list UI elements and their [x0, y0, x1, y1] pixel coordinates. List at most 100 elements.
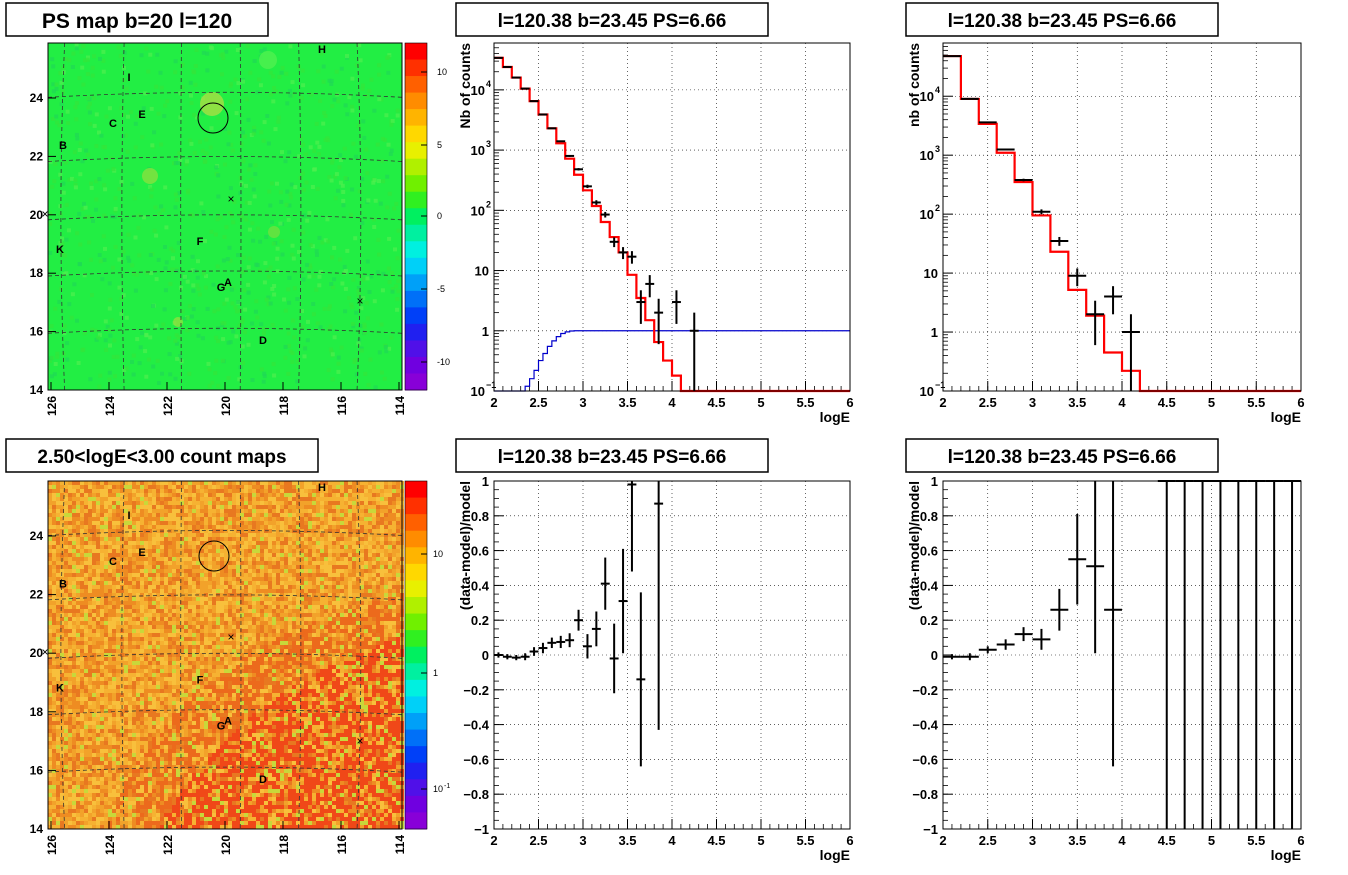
map-pixel: [304, 513, 308, 517]
map-pixel: [232, 545, 236, 549]
map-pixel: [148, 525, 152, 529]
map-pixel: [328, 513, 332, 517]
map-pixel: [180, 497, 184, 501]
map-pixel: [287, 203, 292, 208]
map-pixel: [336, 621, 340, 625]
map-pixel: [352, 637, 356, 641]
map-pixel: [344, 601, 348, 605]
map-pixel: [323, 238, 328, 243]
map-pixel: [73, 183, 78, 187]
map-pixel: [308, 585, 312, 589]
map-pixel: [300, 653, 304, 657]
map-pixel: [156, 649, 160, 653]
map-pixel: [340, 597, 344, 601]
map-pixel: [388, 593, 392, 597]
map-pixel: [316, 657, 320, 661]
map-pixel: [72, 533, 76, 537]
map-pixel: [364, 565, 368, 569]
map-pixel: [380, 533, 384, 537]
map-pixel: [248, 609, 252, 613]
map-pixel: [372, 609, 376, 613]
map-pixel: [368, 645, 372, 649]
map-pixel: [384, 349, 389, 354]
map-pixel: [344, 501, 348, 505]
map-pixel: [286, 287, 291, 292]
map-pixel: [244, 653, 248, 657]
map-pixel: [96, 613, 100, 617]
map-pixel: [116, 541, 120, 545]
map-pixel: [146, 357, 151, 362]
map-pixel: [318, 269, 323, 274]
map-pixel: [88, 489, 92, 493]
map-pixel: [256, 609, 260, 613]
map-pixel: [176, 549, 180, 553]
map-pixel: [208, 561, 212, 565]
map-pixel: [388, 613, 392, 617]
map-pixel: [92, 493, 96, 497]
map-pixel: [392, 509, 396, 513]
map-pixel: [100, 525, 104, 529]
map-pixel: [256, 513, 260, 517]
map-pixel: [156, 525, 160, 529]
map-hotspot: [173, 317, 183, 327]
map-pixel: [248, 641, 252, 645]
map-pixel: [228, 573, 232, 577]
map-pixel: [220, 589, 224, 593]
map-pixel: [276, 493, 280, 497]
map-pixel: [336, 593, 340, 597]
map-pixel: [356, 517, 360, 521]
map-pixel: [320, 51, 325, 56]
map-pixel: [108, 629, 112, 633]
map-pixel: [216, 561, 220, 565]
map-pixel: [228, 537, 232, 541]
map-pixel: [56, 629, 60, 633]
map-pixel: [328, 621, 332, 625]
map-pixel: [357, 43, 362, 48]
map-pixel: [188, 569, 192, 573]
map-pixel: [300, 529, 304, 533]
map-pixel: [180, 561, 184, 565]
map-pixel: [112, 565, 116, 569]
map-pixel: [300, 657, 304, 661]
map-pixel: [104, 637, 108, 641]
map-pixel: [200, 569, 204, 573]
map-pixel: [228, 601, 232, 605]
ps-map-title-box: [5, 2, 269, 37]
map-pixel: [108, 653, 112, 657]
map-pixel: [208, 577, 212, 581]
map-pixel: [248, 637, 252, 641]
map-pixel: [100, 657, 104, 661]
map-pixel: [92, 537, 96, 541]
map-pixel: [112, 537, 116, 541]
map-pixel: [384, 581, 388, 585]
map-pixel: [286, 371, 291, 376]
map-pixel: [260, 517, 264, 521]
map-pixel: [372, 489, 376, 493]
map-pixel: [204, 561, 208, 565]
map-pixel: [60, 509, 64, 513]
map-pixel: [84, 525, 88, 529]
map-pixel: [104, 489, 108, 493]
map-pixel: [100, 549, 104, 553]
map-pixel: [220, 649, 224, 653]
map-pixel: [328, 597, 332, 601]
map-pixel: [344, 549, 348, 553]
map-pixel: [184, 549, 188, 553]
map-pixel: [200, 585, 204, 589]
map-pixel: [127, 258, 132, 263]
map-pixel: [232, 625, 236, 629]
map-pixel: [296, 493, 300, 497]
map-pixel: [140, 517, 144, 521]
map-pixel: [68, 537, 72, 541]
map-pixel: [208, 649, 212, 653]
map-pixel: [236, 617, 240, 621]
map-pixel: [272, 525, 276, 529]
map-pixel: [396, 601, 400, 605]
map-pixel: [164, 225, 169, 230]
map-pixel: [312, 493, 316, 497]
map-pixel: [71, 51, 76, 56]
map-pixel: [116, 45, 121, 50]
map-pixel: [124, 545, 128, 549]
map-pixel: [144, 637, 148, 641]
map-pixel: [76, 629, 80, 633]
